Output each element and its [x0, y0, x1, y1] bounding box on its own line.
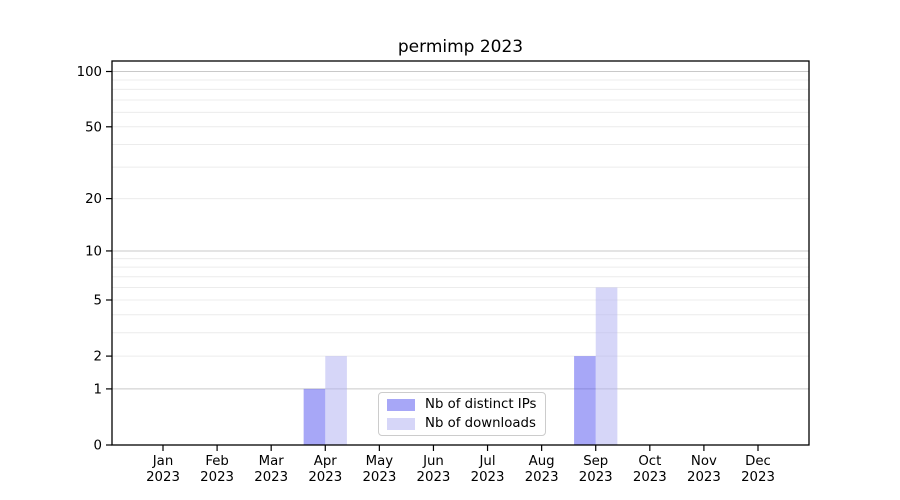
- x-tick-label-aug: Aug 2023: [525, 454, 559, 485]
- y-tick-label: 10: [85, 244, 102, 259]
- x-tick-label-apr: Apr 2023: [308, 454, 342, 485]
- legend-item-distinct-ips: Nb of distinct IPs: [387, 397, 537, 412]
- x-tick-label-may: May 2023: [362, 454, 396, 485]
- x-tick-label-dec: Dec 2023: [741, 454, 775, 485]
- x-tick-label-jan: Jan 2023: [146, 454, 180, 485]
- x-tick-label-mar: Mar 2023: [254, 454, 288, 485]
- x-tick-label-oct: Oct 2023: [633, 454, 667, 485]
- bar-distinct-ips-sep: [574, 356, 596, 445]
- plot-border: [111, 60, 810, 446]
- y-tick-label: 1: [94, 382, 102, 397]
- x-tick-label-jul: Jul 2023: [471, 454, 505, 485]
- y-tick-label: 20: [85, 192, 102, 207]
- legend-label-distinct-ips: Nb of distinct IPs: [425, 397, 537, 412]
- y-tick-label: 2: [94, 350, 102, 365]
- x-tick-label-nov: Nov 2023: [687, 454, 721, 485]
- legend-item-downloads: Nb of downloads: [387, 416, 537, 431]
- legend-swatch-distinct-ips: [387, 398, 415, 411]
- legend: Nb of distinct IPs Nb of downloads: [378, 392, 546, 436]
- chart-title: permimp 2023: [397, 37, 524, 57]
- x-tick-label-jun: Jun 2023: [417, 454, 451, 485]
- legend-swatch-downloads: [387, 417, 415, 430]
- x-tick-label-sep: Sep 2023: [579, 454, 613, 485]
- y-tick-label: 5: [94, 293, 102, 308]
- y-tick-label: 0: [94, 439, 102, 454]
- bar-downloads-apr: [325, 356, 347, 445]
- bar-distinct-ips-apr: [303, 388, 326, 445]
- legend-label-downloads: Nb of downloads: [425, 416, 536, 431]
- y-tick-label: 100: [77, 65, 102, 80]
- x-tick-label-feb: Feb 2023: [200, 454, 234, 485]
- y-tick-label: 50: [85, 120, 102, 135]
- bar-downloads-sep: [595, 287, 618, 445]
